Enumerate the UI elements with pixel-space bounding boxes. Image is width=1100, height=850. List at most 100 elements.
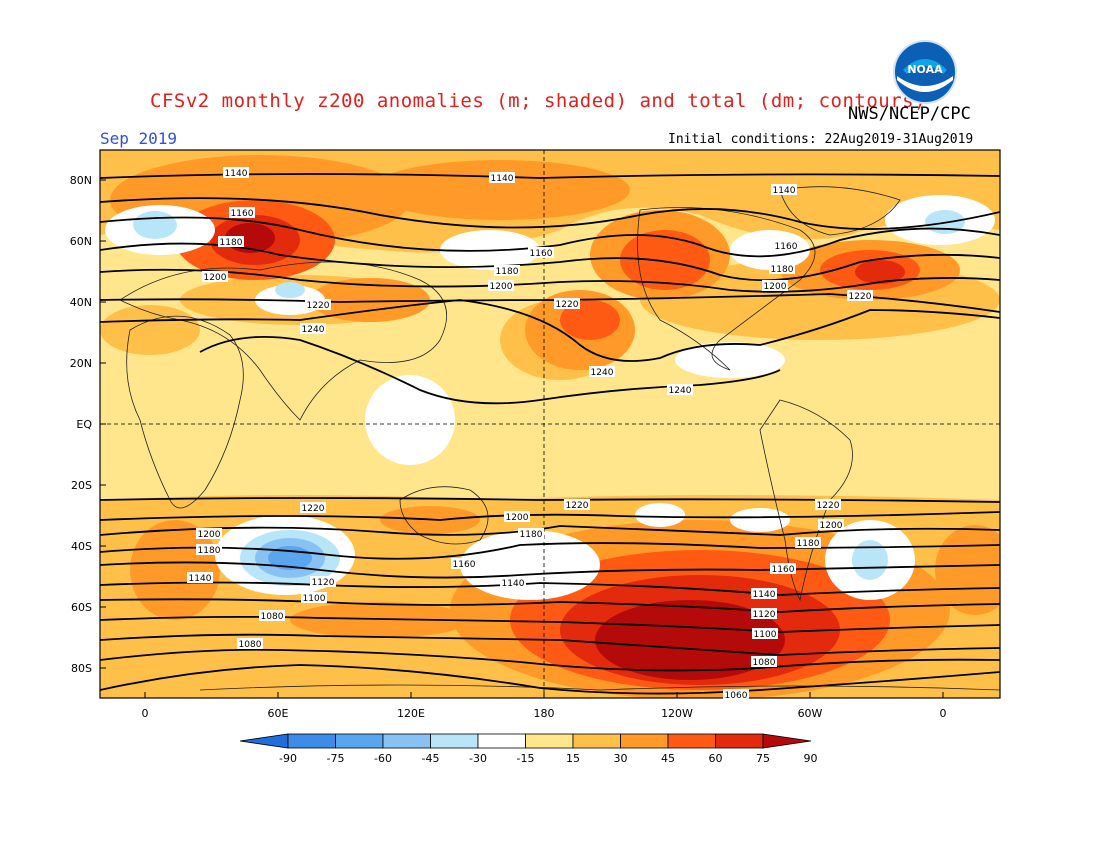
contour-label: 1220 (305, 299, 331, 311)
colorbar-segment (335, 733, 384, 749)
svg-text:1140: 1140 (773, 186, 796, 196)
colorbar-segment (430, 733, 479, 749)
svg-text:1180: 1180 (496, 267, 519, 277)
lon-label: 0 (142, 707, 149, 720)
svg-text:1180: 1180 (198, 546, 221, 556)
contour-label: 1200 (202, 271, 228, 283)
svg-text:1200: 1200 (198, 530, 221, 540)
contour-label: 1180 (218, 236, 244, 248)
contour-label: 1240 (667, 384, 693, 396)
contour-label: 1220 (564, 499, 590, 511)
svg-text:1200: 1200 (204, 273, 227, 283)
colorbar: -90 -75 -60 -45 -30 -15 15 30 45 60 75 90 (239, 733, 818, 765)
contour-label: 1140 (223, 167, 249, 179)
lon-label: 60E (268, 707, 289, 720)
colorbar-segment (667, 733, 716, 749)
colorbar-tick-label: 75 (756, 752, 770, 765)
lat-label: 40S (71, 540, 92, 553)
contour-label: 1220 (300, 502, 326, 514)
contour-label: 1100 (752, 628, 778, 640)
colorbar-segment (572, 733, 621, 749)
svg-text:1140: 1140 (753, 590, 776, 600)
colorbar-tick-label: -90 (279, 752, 297, 765)
svg-text:1140: 1140 (225, 169, 248, 179)
contour-label: 1180 (196, 544, 222, 556)
svg-text:1080: 1080 (261, 612, 284, 622)
contour-label: 1200 (196, 528, 222, 540)
lat-label: 80S (71, 662, 92, 675)
svg-text:1200: 1200 (764, 282, 787, 292)
svg-text:1180: 1180 (771, 265, 794, 275)
contour-labels: 1140 1140 1140 1160 1180 1200 1160 1180 1200 1160… (187, 167, 873, 701)
contour-label: 1120 (751, 608, 777, 620)
colorbar-tick-label: -30 (469, 752, 487, 765)
colorbar-tick-label: 60 (709, 752, 723, 765)
svg-text:1080: 1080 (753, 658, 776, 668)
contour-label: 1200 (818, 519, 844, 531)
lat-label: 40N (70, 296, 92, 309)
lat-label: EQ (76, 418, 92, 431)
svg-text:1240: 1240 (591, 368, 614, 378)
svg-text:1200: 1200 (820, 521, 843, 531)
colorbar-tick-label: 45 (661, 752, 675, 765)
svg-text:1100: 1100 (754, 630, 777, 640)
lon-label: 0 (940, 707, 947, 720)
lat-label: 60N (70, 235, 92, 248)
colorbar-segment (715, 733, 764, 749)
contour-label: 1200 (488, 280, 514, 292)
contour-label: 1200 (762, 280, 788, 292)
colorbar-segment (382, 733, 431, 749)
initial-conditions-label: Initial conditions: 22Aug2019-31Aug2019 (668, 132, 974, 147)
colorbar-tick-label: 30 (614, 752, 628, 765)
svg-text:1180: 1180 (220, 238, 243, 248)
contour-label: 1140 (187, 572, 213, 584)
lat-label: 20N (70, 357, 92, 370)
svg-text:1140: 1140 (502, 579, 525, 589)
colorbar-tick-label: -60 (374, 752, 392, 765)
contour-label: 1140 (771, 184, 797, 196)
contour-label: 1240 (300, 323, 326, 335)
colorbar-tick-label: -75 (327, 752, 345, 765)
colorbar-tick-label: 15 (566, 752, 580, 765)
colorbar-arrow-right (762, 733, 812, 749)
colorbar-arrow-left (239, 733, 289, 749)
svg-text:1140: 1140 (491, 174, 514, 184)
contour-label: 1080 (237, 638, 263, 650)
contour-label: 1200 (504, 511, 530, 523)
colorbar-segment (525, 733, 574, 749)
svg-text:1220: 1220 (849, 292, 872, 302)
svg-text:1200: 1200 (506, 513, 529, 523)
colorbar-tick-label: 90 (804, 752, 818, 765)
svg-text:1160: 1160 (772, 565, 795, 575)
contour-label: 1180 (494, 265, 520, 277)
svg-text:1060: 1060 (725, 691, 748, 701)
lon-label: 120W (661, 707, 693, 720)
contour-label: 1180 (769, 263, 795, 275)
contour-label: 1180 (795, 537, 821, 549)
svg-text:1220: 1220 (566, 501, 589, 511)
colorbar-tick-label: -45 (422, 752, 440, 765)
svg-text:1220: 1220 (307, 301, 330, 311)
svg-text:1140: 1140 (189, 574, 212, 584)
contour-label: 1060 (723, 689, 749, 701)
colorbar-segment (287, 733, 336, 749)
svg-text:1160: 1160 (530, 249, 553, 259)
contour-label: 1220 (847, 290, 873, 302)
lat-label: 20S (71, 479, 92, 492)
contour-label: 1220 (815, 499, 841, 511)
noaa-logo-icon: NOAA (893, 40, 957, 104)
contour-label: 1120 (310, 576, 336, 588)
colorbar-segment (620, 733, 669, 749)
longitude-labels: 0 60E 120E 180 120W 60W 0 (142, 692, 947, 720)
svg-text:1220: 1220 (817, 501, 840, 511)
contour-label: 1160 (451, 558, 477, 570)
svg-text:1240: 1240 (302, 325, 325, 335)
svg-text:1160: 1160 (453, 560, 476, 570)
contour-label: 1080 (259, 610, 285, 622)
svg-text:1220: 1220 (302, 504, 325, 514)
lat-label: 60S (71, 601, 92, 614)
svg-text:1080: 1080 (239, 640, 262, 650)
height-contours (100, 173, 1000, 695)
contour-label: 1160 (229, 207, 255, 219)
